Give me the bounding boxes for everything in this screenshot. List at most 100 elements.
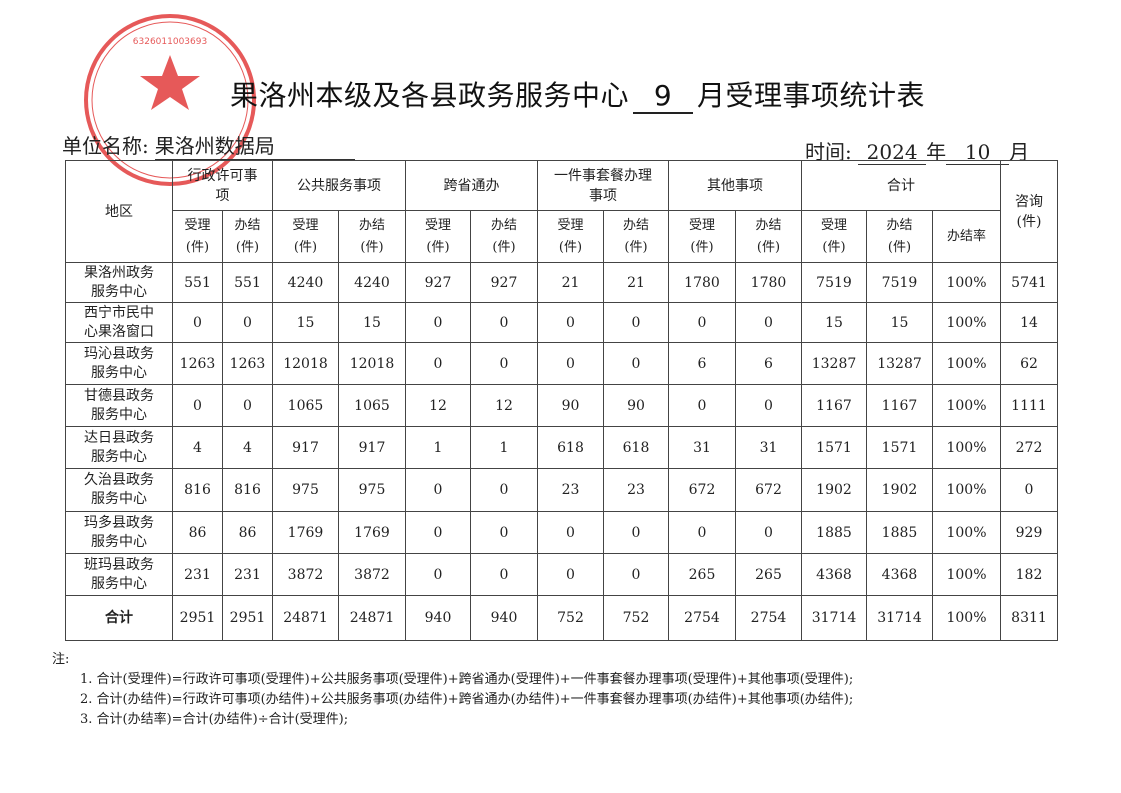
header-group: 跨省通办 xyxy=(405,160,538,211)
header-accept: 受理(件) xyxy=(537,210,604,263)
value-cell: 182 xyxy=(1000,553,1058,596)
table-row: 果洛州政务服务中心 551 551 4240 4240 927 927 21 21 1780 178… xyxy=(65,262,1058,303)
value-cell: 975 xyxy=(272,468,339,512)
value-cell: 15 xyxy=(801,302,867,343)
value-cell: 0 xyxy=(470,511,538,554)
value-cell: 0 xyxy=(537,302,604,343)
total-cell: 31714 xyxy=(866,595,933,641)
value-cell: 62 xyxy=(1000,342,1058,385)
header-done: 办结(件) xyxy=(735,210,802,263)
header-accept: 受理(件) xyxy=(668,210,736,263)
total-cell: 24871 xyxy=(338,595,406,641)
total-cell: 31714 xyxy=(801,595,867,641)
value-cell: 0 xyxy=(405,553,471,596)
value-cell: 1902 xyxy=(801,468,867,512)
value-cell: 1263 xyxy=(172,342,223,385)
statistics-table: 地区 行政许可事项 公共服务事项 跨省通办 一件事套餐办理事项 其他事项 合计 咨询(件) 受理… xyxy=(65,160,1058,641)
value-cell: 12018 xyxy=(272,342,339,385)
value-cell: 231 xyxy=(222,553,273,596)
seal-number: 6326011003693 xyxy=(133,37,207,47)
total-cell: 752 xyxy=(537,595,604,641)
value-cell: 6 xyxy=(735,342,802,385)
value-cell: 15 xyxy=(272,302,339,343)
total-cell: 2951 xyxy=(172,595,223,641)
value-cell: 31 xyxy=(735,426,802,469)
value-cell: 4 xyxy=(172,426,223,469)
value-cell: 1902 xyxy=(866,468,933,512)
header-group: 公共服务事项 xyxy=(272,160,406,211)
value-cell: 927 xyxy=(405,262,471,303)
value-cell: 927 xyxy=(470,262,538,303)
value-cell: 4 xyxy=(222,426,273,469)
value-cell: 0 xyxy=(470,302,538,343)
value-cell: 3872 xyxy=(272,553,339,596)
total-cell: 2951 xyxy=(222,595,273,641)
value-cell: 7519 xyxy=(801,262,867,303)
total-cell: 752 xyxy=(603,595,669,641)
total-cell: 100% xyxy=(932,595,1001,641)
value-cell: 5741 xyxy=(1000,262,1058,303)
note-item: 1. 合计(受理件)=行政许可事项(受理件)+公共服务事项(受理件)+跨省通办(… xyxy=(80,672,854,687)
value-cell: 100% xyxy=(932,553,1001,596)
header-done: 办结(件) xyxy=(222,210,273,263)
value-cell: 0 xyxy=(537,553,604,596)
value-cell: 0 xyxy=(172,302,223,343)
value-cell: 100% xyxy=(932,468,1001,512)
value-cell: 231 xyxy=(172,553,223,596)
value-cell: 0 xyxy=(603,342,669,385)
value-cell: 4368 xyxy=(866,553,933,596)
value-cell: 100% xyxy=(932,384,1001,427)
value-cell: 1065 xyxy=(338,384,406,427)
value-cell: 551 xyxy=(222,262,273,303)
value-cell: 0 xyxy=(537,342,604,385)
value-cell: 90 xyxy=(537,384,604,427)
value-cell: 14 xyxy=(1000,302,1058,343)
value-cell: 1780 xyxy=(735,262,802,303)
total-cell: 2754 xyxy=(668,595,736,641)
value-cell: 1167 xyxy=(866,384,933,427)
page-title: 果洛州本级及各县政务服务中心 9 月受理事项统计表 xyxy=(230,74,925,114)
value-cell: 929 xyxy=(1000,511,1058,554)
value-cell: 100% xyxy=(932,511,1001,554)
value-cell: 1 xyxy=(405,426,471,469)
value-cell: 4368 xyxy=(801,553,867,596)
unit-value: 果洛州数据局 xyxy=(154,130,355,160)
value-cell: 12 xyxy=(405,384,471,427)
value-cell: 0 xyxy=(405,302,471,343)
value-cell: 0 xyxy=(668,511,736,554)
table-row: 西宁市民中心果洛窗口 0 0 15 15 0 0 0 0 0 0 15 15 100% 14 xyxy=(65,302,1058,343)
value-cell: 100% xyxy=(932,342,1001,385)
value-cell: 0 xyxy=(735,302,802,343)
value-cell: 816 xyxy=(172,468,223,512)
value-cell: 13287 xyxy=(801,342,867,385)
value-cell: 12018 xyxy=(338,342,406,385)
total-label: 合计 xyxy=(65,595,173,641)
note-item: 2. 合计(办结件)=行政许可事项(办结件)+公共服务事项(办结件)+跨省通办(… xyxy=(80,692,854,707)
value-cell: 0 xyxy=(470,553,538,596)
value-cell: 1780 xyxy=(668,262,736,303)
table-row: 玛多县政务服务中心 86 86 1769 1769 0 0 0 0 0 0 1885 1885 100% 9… xyxy=(65,511,1058,554)
value-cell: 0 xyxy=(222,384,273,427)
header-group: 其他事项 xyxy=(668,160,802,211)
value-cell: 672 xyxy=(735,468,802,512)
value-cell: 0 xyxy=(405,468,471,512)
value-cell: 265 xyxy=(735,553,802,596)
value-cell: 816 xyxy=(222,468,273,512)
region-cell: 玛多县政务服务中心 xyxy=(65,511,173,554)
value-cell: 1769 xyxy=(338,511,406,554)
value-cell: 0 xyxy=(537,511,604,554)
header-consult: 咨询(件) xyxy=(1000,160,1058,263)
value-cell: 31 xyxy=(668,426,736,469)
value-cell: 0 xyxy=(735,384,802,427)
value-cell: 4240 xyxy=(338,262,406,303)
value-cell: 86 xyxy=(172,511,223,554)
value-cell: 618 xyxy=(603,426,669,469)
value-cell: 12 xyxy=(470,384,538,427)
value-cell: 1111 xyxy=(1000,384,1058,427)
value-cell: 265 xyxy=(668,553,736,596)
table-row: 玛沁县政务服务中心 1263 1263 12018 12018 0 0 0 0 6 6 13287 13… xyxy=(65,342,1058,385)
value-cell: 0 xyxy=(603,511,669,554)
value-cell: 21 xyxy=(603,262,669,303)
value-cell: 7519 xyxy=(866,262,933,303)
value-cell: 0 xyxy=(470,342,538,385)
